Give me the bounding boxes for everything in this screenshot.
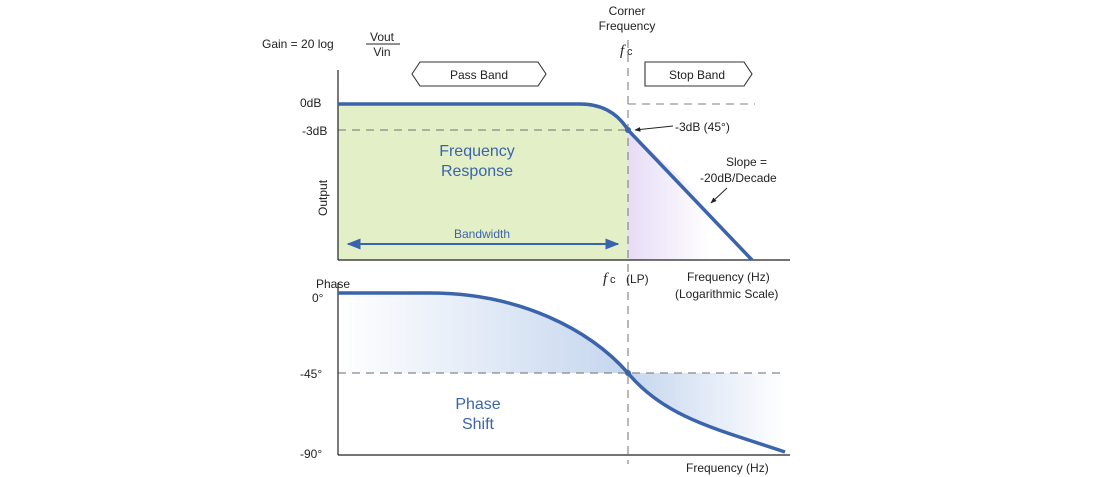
tick-0db: 0dB (300, 96, 321, 110)
tick-minus-90-deg: -90° (300, 447, 322, 461)
tick-0-deg: 0° (312, 291, 324, 305)
gain-formula-numerator: Vout (370, 30, 395, 44)
minus-45-point (625, 370, 631, 376)
tick-minus-45-deg: -45° (300, 367, 322, 381)
minus-3db-point (625, 127, 631, 133)
phase-curve (338, 291, 786, 454)
stop-band-arrow (644, 61, 753, 87)
bandwidth-label: Bandwidth (454, 227, 510, 241)
corner-label-line1: Corner (609, 4, 646, 18)
pass-band-label: Pass Band (450, 68, 508, 82)
gain-formula: Gain = 20 log Vout Vin (262, 30, 400, 59)
phase-x-label: Frequency (Hz) (686, 461, 769, 475)
pass-band-arrow (411, 61, 547, 87)
fc-lp-symbol: f (603, 271, 609, 287)
magnitude-x-label-line1: Frequency (Hz) (687, 270, 770, 284)
gain-formula-denominator: Vin (373, 45, 390, 59)
minus-3db-point-label: -3dB (45°) (675, 120, 730, 134)
stopband-region (628, 130, 710, 260)
phase-shift-line1: Phase (455, 396, 500, 413)
phase-axis-title: Phase (316, 277, 350, 291)
passband-corner-cutout (580, 104, 628, 130)
frequency-response-line1: Frequency (439, 143, 515, 160)
fc-lp-label: f c (LP) (603, 271, 649, 287)
phase-shift-line2: Shift (462, 416, 495, 433)
slope-label-line1: Slope = (726, 155, 767, 169)
fc-lp-suffix: (LP) (626, 272, 649, 286)
fc-lp-subscript: c (610, 274, 616, 286)
slope-label-line2: -20dB/Decade (700, 171, 777, 185)
gain-formula-prefix: Gain = 20 log (262, 37, 334, 51)
fc-subscript: c (627, 46, 633, 58)
minus-3db-pointer (634, 125, 674, 132)
output-axis-label: Output (316, 179, 330, 216)
stop-band-label: Stop Band (669, 68, 725, 82)
frequency-response-line2: Response (441, 163, 513, 180)
magnitude-plot: 0dB -3dB Output Pass Band Stop Band Freq… (300, 40, 790, 464)
phase-plot: Phase 0° -45° -90° Phase Shift Frequency… (300, 277, 790, 475)
magnitude-x-label-line2: (Logarithmic Scale) (675, 287, 778, 301)
slope-pointer (710, 187, 728, 204)
phase-shift-region-right (628, 373, 785, 452)
phase-shift-region-left (338, 293, 628, 373)
fc-symbol-top: f c (620, 43, 633, 59)
corner-label-line2: Frequency (599, 19, 656, 33)
fc-symbol: f (620, 43, 626, 59)
tick-minus-3db: -3dB (302, 124, 327, 138)
